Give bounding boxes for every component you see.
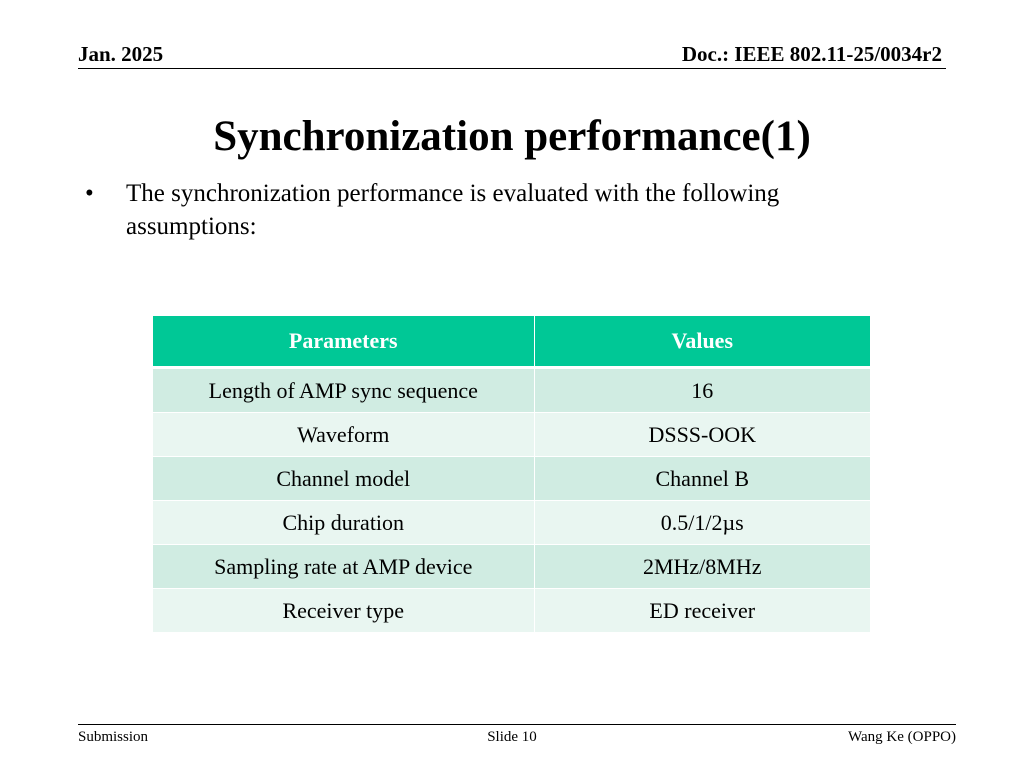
table-header-row: Parameters Values — [153, 316, 870, 369]
footer-author: Wang Ke (OPPO) — [848, 729, 956, 745]
header-divider — [78, 68, 946, 69]
table-row: Receiver type ED receiver — [153, 588, 870, 632]
value-cell: ED receiver — [534, 588, 870, 632]
column-header-parameters: Parameters — [153, 316, 535, 369]
parameter-cell: Channel model — [153, 456, 535, 501]
table-row: Waveform DSSS-OOK — [153, 412, 870, 457]
parameter-cell: Chip duration — [153, 500, 535, 545]
parameter-cell: Sampling rate at AMP device — [153, 544, 535, 589]
parameter-cell: Waveform — [153, 412, 535, 457]
parameters-table: Parameters Values Length of AMP sync seq… — [153, 316, 870, 632]
bullet-item: • The synchronization performance is eva… — [85, 177, 905, 243]
table-row: Chip duration 0.5/1/2µs — [153, 500, 870, 545]
footer-divider — [78, 724, 956, 725]
header-doc-number: Doc.: IEEE 802.11-25/0034r2 — [681, 42, 942, 66]
column-header-values: Values — [534, 316, 870, 369]
table-row: Sampling rate at AMP device 2MHz/8MHz — [153, 544, 870, 589]
value-cell: 2MHz/8MHz — [534, 544, 870, 589]
value-cell: 0.5/1/2µs — [534, 500, 870, 545]
parameter-cell: Receiver type — [153, 588, 535, 632]
bullet-icon: • — [85, 180, 94, 207]
value-cell: DSSS-OOK — [534, 412, 870, 457]
header-date: Jan. 2025 — [78, 42, 164, 66]
value-cell: Channel B — [534, 456, 870, 501]
table-row: Length of AMP sync sequence 16 — [153, 367, 870, 413]
slide-title: Synchronization performance(1) — [213, 113, 811, 160]
parameter-cell: Length of AMP sync sequence — [153, 367, 535, 413]
footer-slide-number: Slide 10 — [487, 729, 537, 745]
footer-submission: Submission — [78, 729, 149, 745]
value-cell: 16 — [534, 367, 870, 413]
bullet-text: The synchronization performance is evalu… — [126, 180, 780, 240]
table-row: Channel model Channel B — [153, 456, 870, 501]
